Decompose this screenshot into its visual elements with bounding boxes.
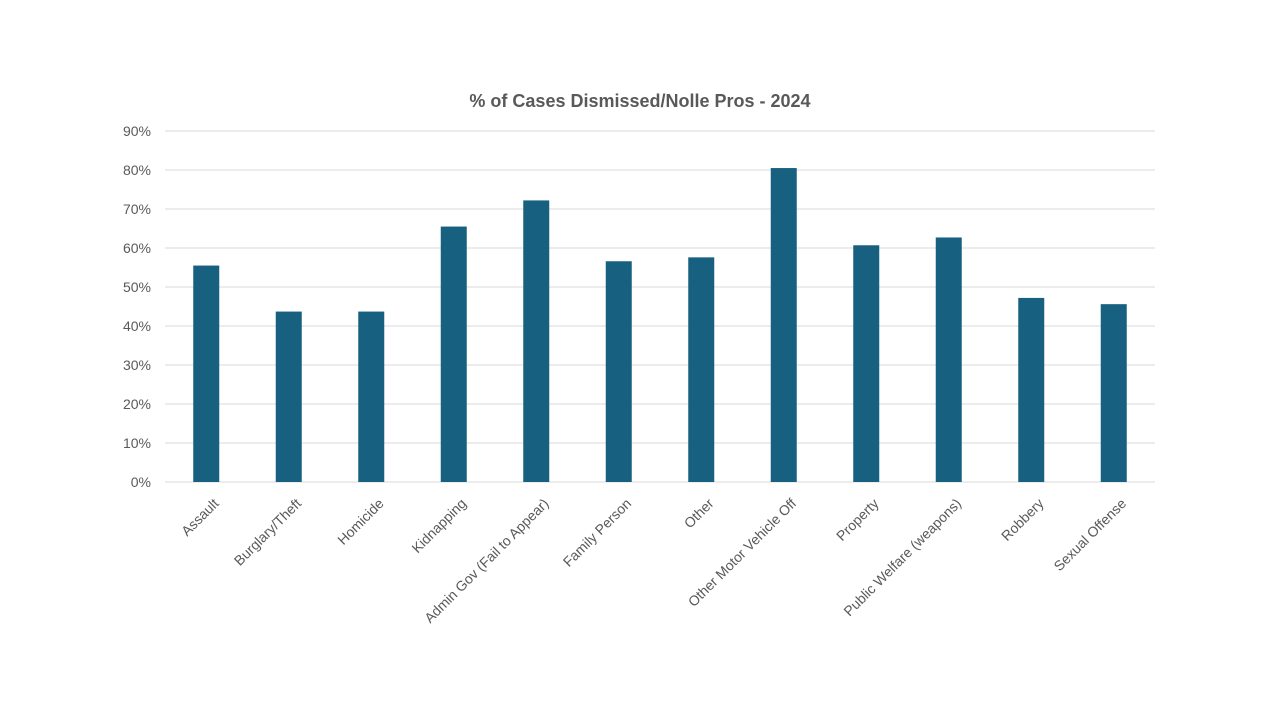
bar	[1018, 297, 1045, 482]
bar	[935, 237, 962, 482]
x-tick-label: Sexual Offense	[1050, 495, 1129, 574]
x-tick-label: Assault	[178, 495, 222, 539]
bar	[688, 257, 715, 482]
gridlines	[165, 130, 1155, 483]
y-tick-label: 30%	[123, 357, 151, 373]
y-tick-label: 20%	[123, 396, 151, 412]
y-tick-label: 80%	[123, 162, 151, 178]
y-tick-label: 90%	[123, 123, 151, 139]
x-axis-category-labels: Assault Burglary/Theft Homicide KidnappingA…	[178, 495, 1129, 626]
y-tick-label: 60%	[123, 240, 151, 256]
y-tick-label: 40%	[123, 318, 151, 334]
x-tick-label: Homicide	[334, 495, 387, 548]
x-tick-label: Property	[833, 495, 882, 544]
y-tick-label: 50%	[123, 279, 151, 295]
bar	[853, 245, 880, 482]
y-axis-tick-labels: 0% 10% 20% 30% 40% 50% 60% 70% 80% 90%	[123, 123, 151, 490]
x-tick-label: Other	[681, 495, 717, 531]
bar	[605, 261, 632, 482]
y-tick-label: 0%	[131, 474, 151, 490]
bar	[275, 311, 302, 482]
bar	[1100, 304, 1127, 482]
y-tick-label: 10%	[123, 435, 151, 451]
bars	[193, 168, 1127, 483]
x-tick-label: Family Person	[560, 495, 635, 570]
x-tick-label: Burglary/Theft	[231, 495, 305, 569]
bar	[770, 168, 797, 483]
chart-title: % of Cases Dismissed/Nolle Pros - 2024	[469, 91, 810, 111]
bar	[523, 200, 550, 483]
bar	[358, 311, 385, 482]
bar	[440, 226, 467, 482]
x-tick-label: Robbery	[998, 495, 1047, 544]
y-tick-label: 70%	[123, 201, 151, 217]
bar	[193, 265, 220, 482]
x-tick-label: Kidnapping	[408, 495, 469, 556]
